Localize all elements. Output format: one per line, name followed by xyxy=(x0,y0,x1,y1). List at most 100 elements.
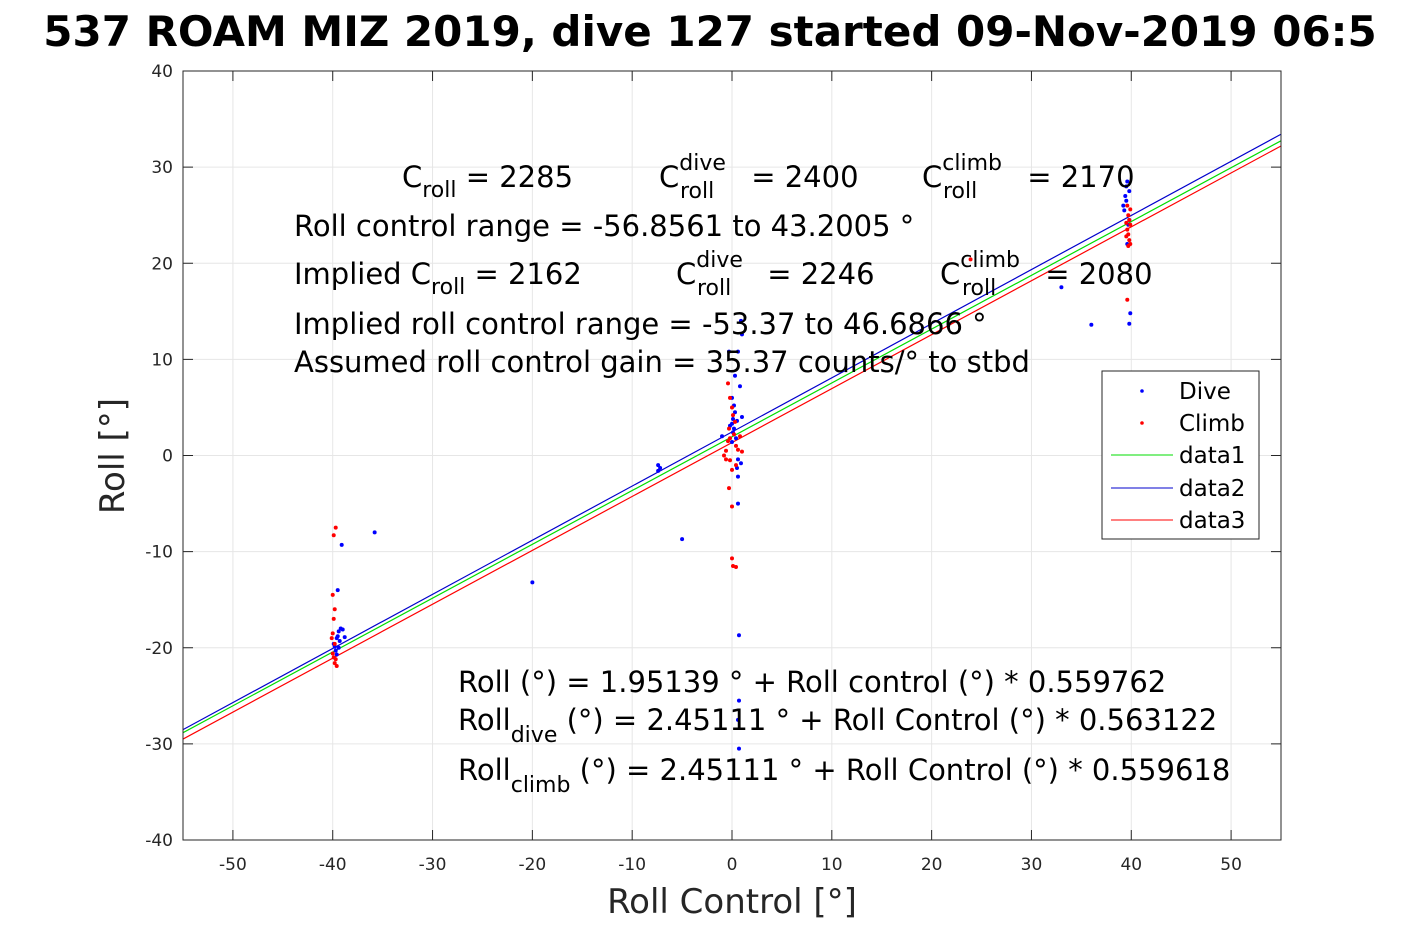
data-point-dive xyxy=(1124,198,1129,203)
data-point-dive xyxy=(332,644,337,649)
data-point-dive xyxy=(730,440,734,445)
data-point-dive xyxy=(735,349,740,354)
fit-equation-climb: Rollclimb (°) = 2.45111 ° + Roll Control… xyxy=(458,753,1230,798)
fit-line-data1 xyxy=(183,140,1281,734)
data-point-dive xyxy=(334,636,339,641)
legend-label-dive: Dive xyxy=(1179,379,1231,405)
data-point-climb xyxy=(728,395,733,400)
data-point-dive xyxy=(731,426,736,431)
data-point-climb xyxy=(733,463,738,468)
data-point-climb xyxy=(330,592,335,597)
data-point-dive xyxy=(340,627,345,632)
implied-c-dive-text: Cdive roll = 2246 xyxy=(676,248,875,301)
data-point-dive xyxy=(656,463,661,468)
data-point-dive xyxy=(733,436,738,441)
data-point-climb xyxy=(332,641,337,646)
data-point-climb xyxy=(730,413,735,418)
data-point-dive xyxy=(1124,184,1129,189)
data-point-dive xyxy=(1127,189,1132,194)
x-tick-label: 40 xyxy=(1120,855,1142,875)
data-point-climb xyxy=(1124,234,1129,239)
y-tick-label: 10 xyxy=(151,350,173,370)
data-point-climb xyxy=(330,651,335,656)
roll-control-range-text: Roll control range = -56.8561 to 43.2005… xyxy=(294,209,914,243)
y-tick-label: -10 xyxy=(145,543,173,563)
data-point-dive xyxy=(730,416,735,421)
data-point-dive xyxy=(739,332,744,337)
implied-c-climb-text: Cclimb roll = 2080 xyxy=(940,248,1153,301)
data-point-climb xyxy=(722,453,727,458)
data-point-dive xyxy=(336,629,341,634)
data-point-climb xyxy=(730,556,734,561)
x-tick-label: -20 xyxy=(518,855,546,875)
data-point-climb xyxy=(724,457,729,462)
data-point-dive xyxy=(738,461,743,466)
data-point-dive xyxy=(339,542,344,547)
x-tick-label: -30 xyxy=(419,855,447,875)
data-point-dive xyxy=(658,465,663,470)
x-tick-label: -50 xyxy=(219,855,247,875)
data-point-climb xyxy=(329,636,334,641)
y-tick-label: 20 xyxy=(151,254,173,274)
data-point-climb xyxy=(726,439,731,444)
data-point-dive xyxy=(735,474,740,479)
annotation-coefficients: Croll = 2285 Cdive roll = 2400 Cclimb roll… xyxy=(402,151,1135,204)
data-point-dive xyxy=(656,468,661,473)
y-tick-label: 0 xyxy=(162,447,173,467)
y-tick-label: 30 xyxy=(151,158,173,178)
fit-equation-all: Roll (°) = 1.95139 ° + Roll control (°) … xyxy=(458,665,1166,699)
x-tick-label: 50 xyxy=(1220,855,1242,875)
data-point-climb xyxy=(728,436,733,441)
data-point-climb xyxy=(332,661,337,666)
data-point-climb xyxy=(1125,203,1130,208)
c-climb-text: Cclimb roll = 2170 xyxy=(922,151,1135,204)
data-point-climb xyxy=(1127,217,1132,222)
data-point-dive xyxy=(736,746,741,751)
data-point-climb xyxy=(1126,243,1131,248)
data-point-climb xyxy=(1124,220,1129,225)
data-point-dive xyxy=(337,639,342,644)
x-tick-label: -40 xyxy=(319,855,347,875)
data-point-dive xyxy=(720,434,725,439)
data-point-dive xyxy=(334,652,339,657)
c-roll-text: Croll = 2285 xyxy=(402,160,573,203)
data-point-dive xyxy=(1125,179,1130,184)
data-point-climb xyxy=(332,607,337,612)
data-point-dive xyxy=(727,349,732,354)
legend-label-data1: data1 xyxy=(1179,443,1245,469)
y-tick-label: -20 xyxy=(145,639,173,659)
legend: Dive Climb data1 data2 data3 xyxy=(1101,370,1260,540)
data-point-climb xyxy=(330,631,335,636)
data-point-dive xyxy=(739,415,744,420)
y-tick-label: -40 xyxy=(145,831,173,851)
x-tick-label: 10 xyxy=(821,855,843,875)
data-point-climb xyxy=(968,257,973,262)
data-point-dive xyxy=(680,537,685,542)
data-point-dive xyxy=(736,633,741,638)
fit-equation-dive: Rolldive (°) = 2.45111 ° + Roll Control … xyxy=(458,703,1217,748)
axis-ticks xyxy=(183,70,1281,841)
data-point-climb xyxy=(728,458,733,463)
data-point-climb xyxy=(727,486,732,491)
data-point-dive xyxy=(735,501,740,506)
y-tick-label: 40 xyxy=(151,62,173,82)
y-axis-label: Roll [°] xyxy=(93,398,133,514)
legend-marker-dive xyxy=(1140,389,1144,393)
data-point-dive xyxy=(372,530,377,535)
x-tick-label: -10 xyxy=(618,855,646,875)
data-point-climb xyxy=(733,565,738,570)
data-point-dive xyxy=(732,373,737,378)
data-point-dive xyxy=(1122,208,1127,213)
data-point-climb xyxy=(730,467,734,472)
legend-label-data3: data3 xyxy=(1179,508,1245,534)
data-point-climb xyxy=(331,616,336,621)
data-point-climb xyxy=(331,655,336,660)
data-point-climb xyxy=(735,447,740,452)
data-point-climb xyxy=(730,504,734,509)
data-point-climb xyxy=(1125,297,1130,302)
data-point-dive xyxy=(732,410,737,415)
data-point-dive xyxy=(333,648,338,653)
x-tick-labels: -50 -40 -30 -20 -10 0 10 20 30 40 50 xyxy=(219,855,1242,875)
x-tick-label: 20 xyxy=(921,855,943,875)
data-point-dive xyxy=(342,635,347,640)
